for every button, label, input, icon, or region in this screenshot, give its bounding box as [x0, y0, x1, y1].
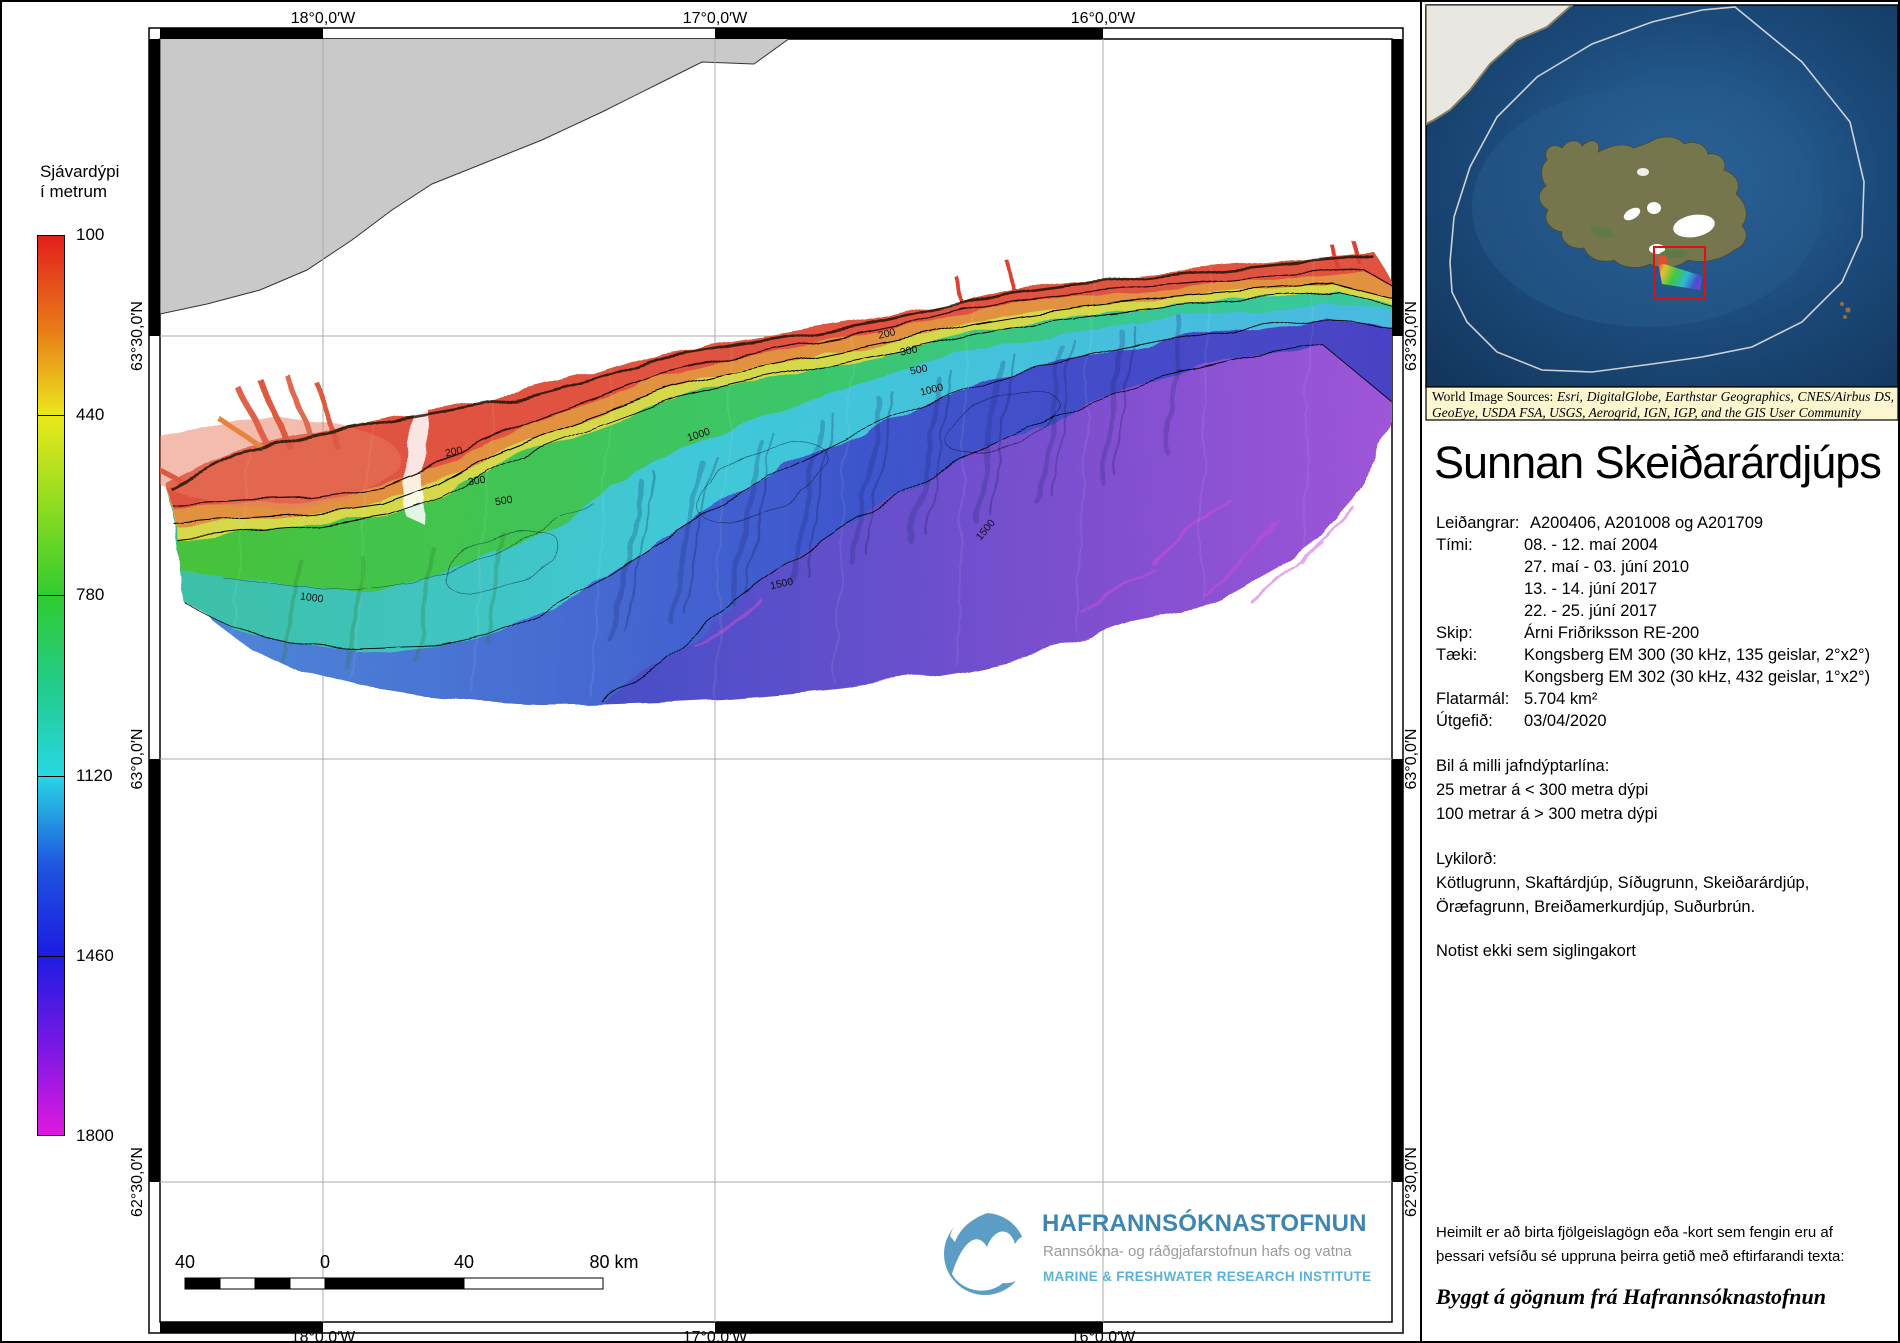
keywords-line: Öræfagrunn, Breiðamerkurdjúp, Suðurbrún. — [1436, 898, 1756, 916]
scalebar-label: 40 — [174, 1252, 196, 1272]
meta-label: Leiðangrar: — [1436, 514, 1520, 532]
inset-map — [1425, 4, 1898, 421]
meta-value: 5.704 km² — [1524, 690, 1598, 708]
meta-value: 13. - 14. júní 2017 — [1524, 580, 1658, 598]
lon-label-top: 17°0,0′W — [682, 10, 748, 27]
greenland — [1426, 5, 1574, 126]
meta-label: Útgefið: — [1436, 712, 1493, 730]
meta-value: 08. - 12. maí 2004 — [1524, 536, 1658, 554]
data-credit: Byggt á gögnum frá Hafrannsóknastofnun — [1436, 1284, 1826, 1309]
colorbar-tick — [37, 415, 65, 416]
contour-lines — [169, 254, 1392, 703]
colorbar-tick — [37, 776, 65, 777]
legend-value: 1460 — [76, 946, 114, 965]
faroe-islands — [1840, 302, 1851, 319]
scalebar-label: 0 — [319, 1252, 330, 1272]
contour-info-line: 25 metrar á < 300 metra dýpi — [1436, 781, 1649, 799]
logo-tagline: MARINE & FRESHWATER RESEARCH INSTITUTE — [1043, 1269, 1372, 1284]
iceland — [1539, 136, 1747, 268]
legend-value: 1120 — [76, 766, 113, 785]
lat-label-left: 63°30,0′N — [129, 301, 146, 371]
logo-institute-name: HAFRANNSÓKNASTOFNUN — [1042, 1210, 1367, 1237]
keywords-line: Kötlugrunn, Skaftárdjúp, Síðugrunn, Skei… — [1436, 874, 1810, 892]
meta-label: Tími: — [1436, 536, 1473, 554]
legend-value: 100 — [76, 225, 105, 244]
scalebar-label: 80 km — [589, 1252, 639, 1272]
meta-value: Kongsberg EM 302 (30 kHz, 432 geislar, 1… — [1524, 668, 1871, 686]
canyon-shading — [226, 257, 1354, 698]
bathymetry-swath — [160, 241, 1392, 705]
nav-chart-disclaimer: Notist ekki sem siglingakort — [1436, 942, 1636, 960]
main-map — [148, 27, 1404, 1334]
meta-label: Flatarmál: — [1436, 690, 1510, 708]
meta-value: 22. - 25. júní 2017 — [1524, 602, 1658, 620]
colorbar-tick — [37, 956, 65, 957]
attribution-sources-2: GeoEye, USDA FSA, USGS, Aerogrid, IGN, I… — [1432, 404, 1861, 420]
lat-label-right: 63°0,0′N — [1403, 728, 1420, 790]
legend-value: 1800 — [76, 1126, 114, 1145]
depth-colorbar — [37, 235, 65, 1136]
land-polygon — [160, 39, 790, 315]
lon-label-top: 18°0,0′W — [290, 10, 356, 27]
logo-icon — [944, 1198, 1034, 1295]
lon-label-top: 16°0,0′W — [1070, 10, 1136, 27]
lon-label-bottom: 17°0,0′W — [682, 1329, 748, 1343]
meta-label: Tæki: — [1436, 646, 1478, 664]
attribution-sources-1: Esri, DigitalGlobe, Earthstar Geographic… — [1557, 389, 1894, 404]
colorbar-tick — [37, 595, 65, 596]
scale-bar — [184, 1277, 604, 1290]
meta-value: Árni Friðriksson RE-200 — [1524, 624, 1700, 642]
lat-label-right: 63°30,0′N — [1403, 301, 1420, 371]
meta-value: A200406, A201008 og A201709 — [1530, 514, 1764, 532]
meta-label: Skip: — [1436, 624, 1473, 642]
inset-survey-swath — [1658, 262, 1702, 290]
keywords-label: Lykilorð: — [1436, 850, 1497, 868]
license-text-line: þessari vefsíðu sé uppruna þeirra getið … — [1436, 1248, 1845, 1265]
lon-label-bottom: 18°0,0′W — [290, 1329, 356, 1343]
meta-value: 03/04/2020 — [1524, 712, 1607, 730]
contour-info-title: Bil á milli jafndýptarlína: — [1436, 757, 1610, 775]
eez-boundary — [1449, 6, 1865, 373]
license-text-line: Heimilt er að birta fjölgeislagögn eða -… — [1436, 1224, 1833, 1241]
attribution-bar — [1425, 386, 1898, 421]
meta-value: 27. maí - 03. júní 2010 — [1524, 558, 1690, 576]
scalebar-label: 40 — [453, 1252, 475, 1272]
panel-divider — [1420, 2, 1422, 1341]
survey-extent-rectangle — [1653, 246, 1706, 300]
inset-attribution: World Image Sources: Esri, DigitalGlobe,… — [1432, 389, 1894, 420]
legend-title-line2: í metrum — [40, 182, 108, 201]
lat-label-left: 63°0,0′N — [129, 728, 146, 790]
lon-label-bottom: 16°0,0′W — [1070, 1329, 1136, 1343]
legend-value: 440 — [76, 405, 105, 424]
contour-info-line: 100 metrar á > 300 metra dýpi — [1436, 805, 1658, 823]
lat-label-left: 62°30,0′N — [129, 1147, 146, 1217]
meta-value: Kongsberg EM 300 (30 kHz, 135 geislar, 2… — [1524, 646, 1871, 664]
legend-title-line1: Sjávardýpi — [40, 162, 120, 181]
legend-value: 780 — [76, 585, 105, 604]
lat-label-right: 62°30,0′N — [1403, 1147, 1420, 1217]
page-title: Sunnan Skeiðarárdjúps — [1434, 437, 1882, 488]
logo-subtitle: Rannsókna- og ráðgjafarstofnun hafs og v… — [1043, 1243, 1352, 1260]
attribution-prefix: World Image Sources: — [1432, 389, 1558, 404]
